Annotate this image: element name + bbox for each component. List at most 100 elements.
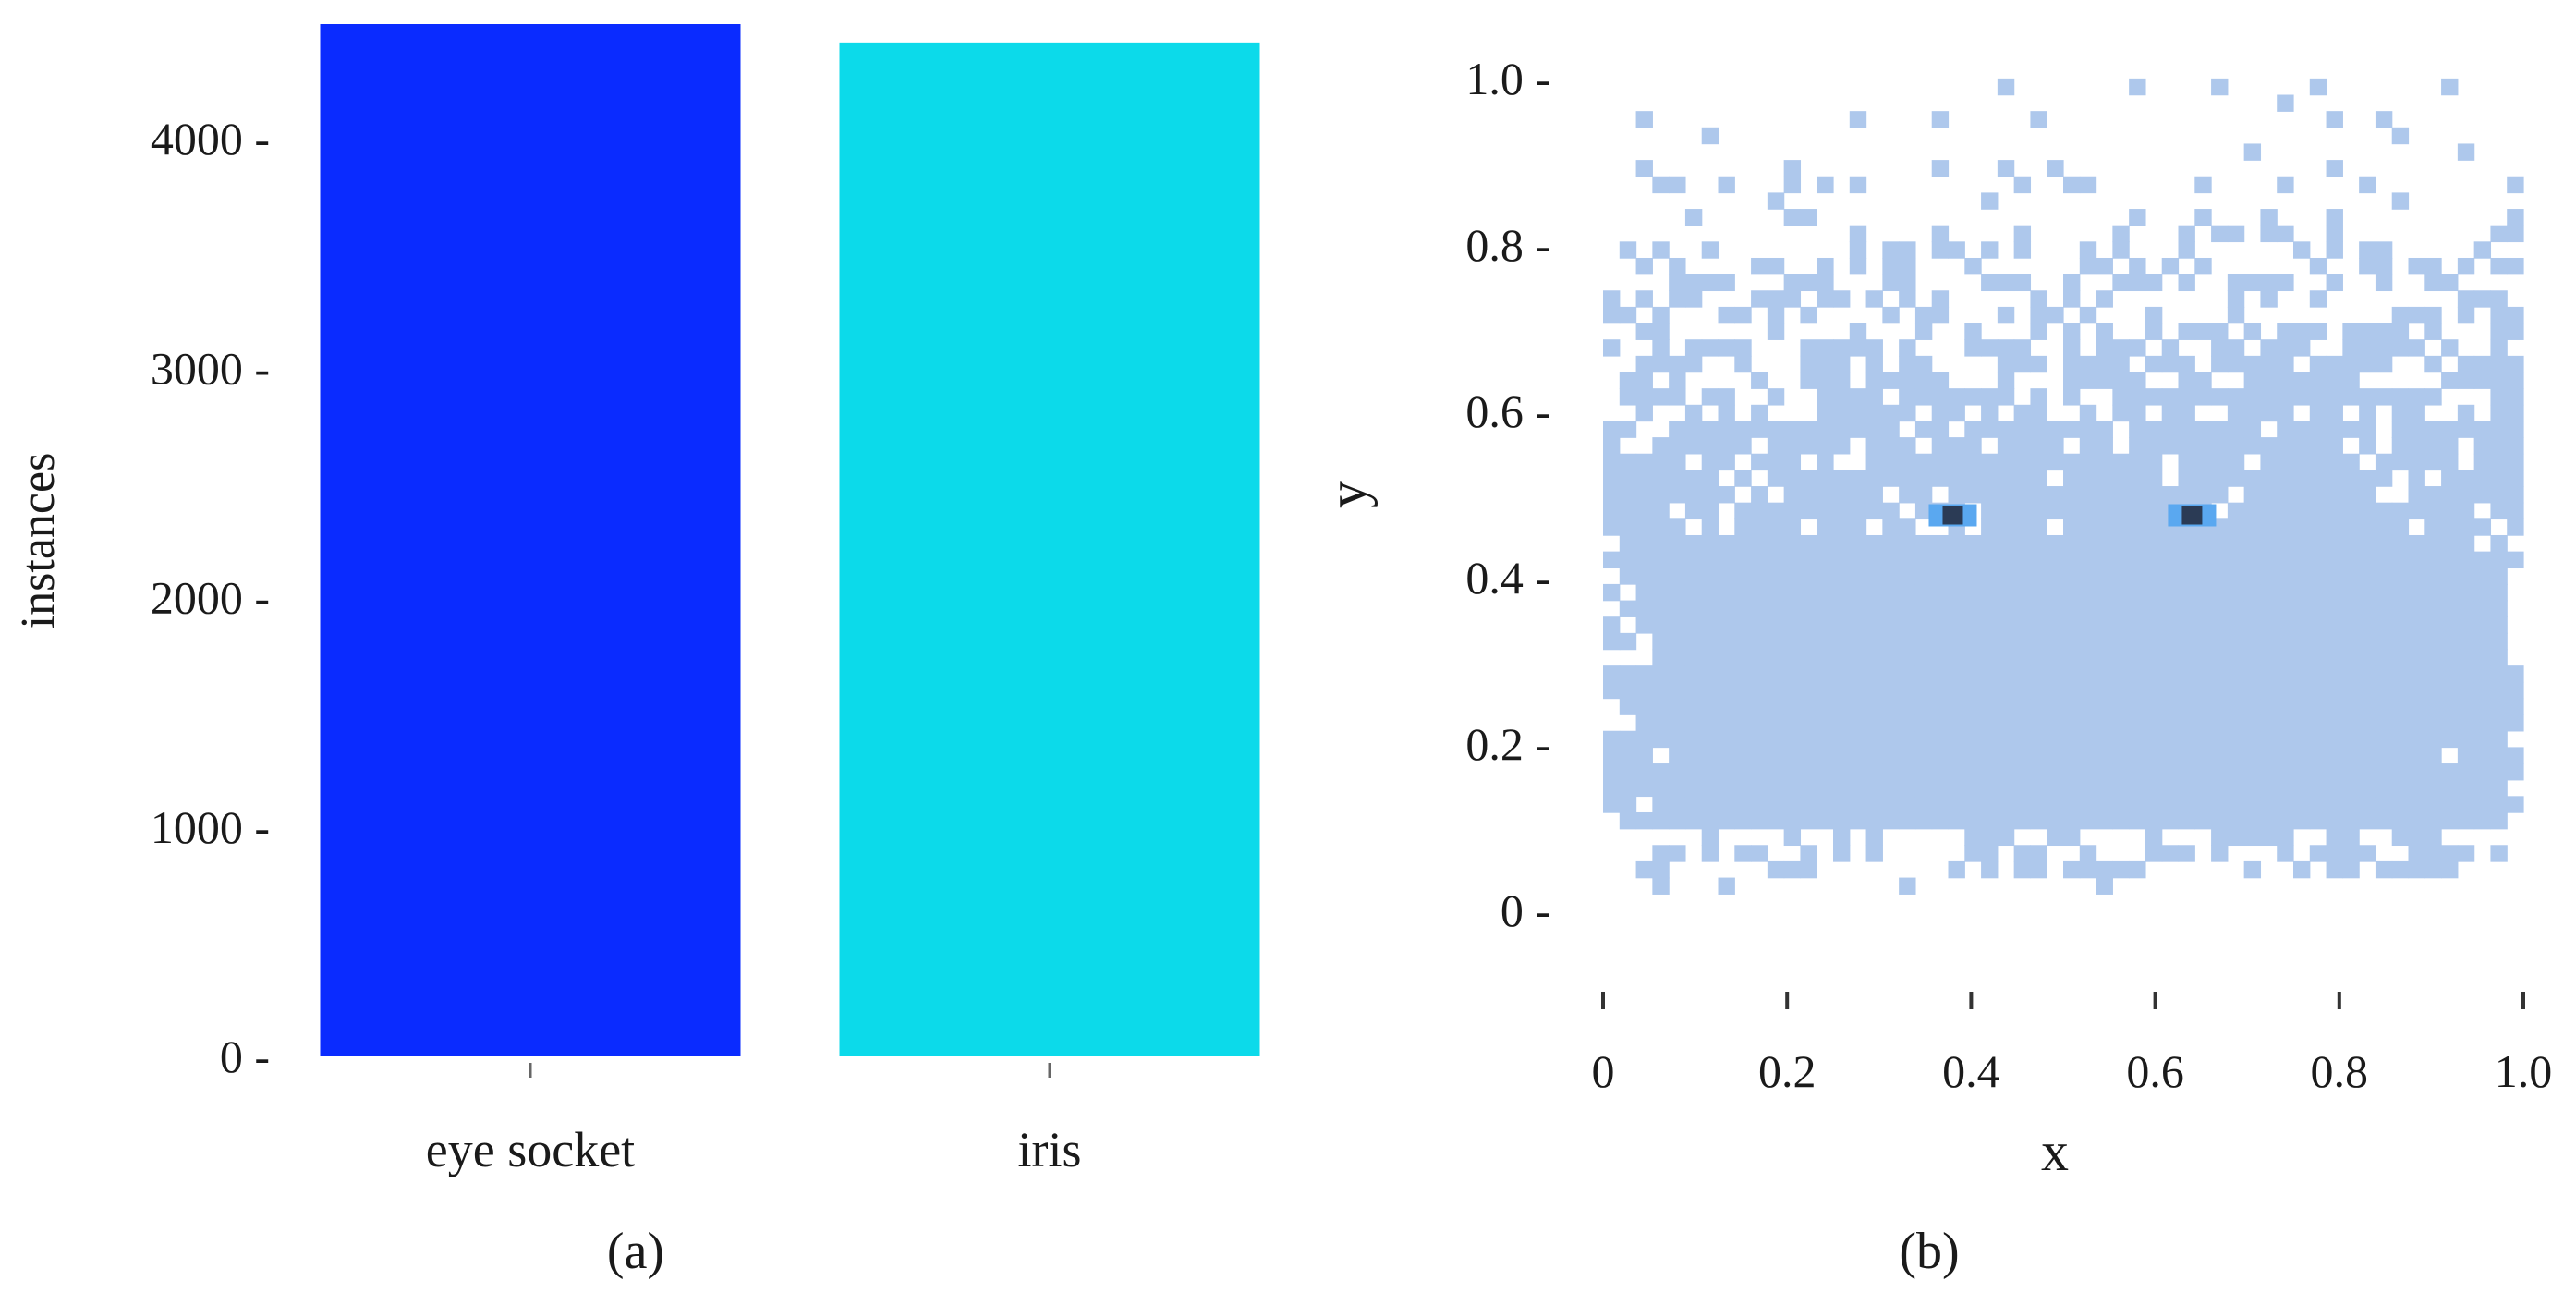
heatmap-cell xyxy=(2309,616,2327,634)
heatmap-cell xyxy=(1833,714,1851,732)
heatmap-cell xyxy=(2194,257,2212,275)
heatmap-cell xyxy=(1718,176,1735,194)
heatmap-cell xyxy=(1669,437,1686,455)
heatmap-cell xyxy=(1701,551,1719,569)
heatmap-cell xyxy=(1997,355,2015,373)
heatmap-cell xyxy=(1817,421,1834,438)
heatmap-cell xyxy=(2326,600,2343,617)
heatmap-cell xyxy=(1931,290,1950,308)
heatmap-cell xyxy=(2211,779,2229,798)
heatmap-cell xyxy=(2063,665,2081,683)
heatmap-cell xyxy=(1914,747,1933,764)
heatmap-cell xyxy=(1914,600,1933,617)
heatmap-cell xyxy=(2473,632,2492,651)
heatmap-cell xyxy=(2096,681,2113,700)
heatmap-cell xyxy=(1964,714,1982,732)
heatmap-cell xyxy=(2079,714,2097,732)
heatmap-cell xyxy=(2408,811,2425,830)
heatmap-cell xyxy=(1652,698,1670,715)
heatmap-cell xyxy=(2145,388,2163,406)
heatmap-cell xyxy=(2227,388,2245,406)
heatmap-cell xyxy=(1981,860,1999,879)
heatmap-cell xyxy=(2424,616,2442,634)
heatmap-cell xyxy=(1684,421,1703,438)
heatmap-cell xyxy=(1817,779,1834,798)
heatmap-cell xyxy=(1997,372,2015,389)
heatmap-cell xyxy=(2079,583,2097,602)
heatmap-cell xyxy=(2260,470,2278,487)
heatmap-cell xyxy=(2129,518,2146,536)
heatmap-cell xyxy=(1603,583,1621,602)
heatmap-cell xyxy=(2507,372,2524,389)
heatmap-cell xyxy=(1783,730,1802,749)
heatmap-cell xyxy=(2473,600,2492,617)
heatmap-cell xyxy=(2260,600,2278,617)
heatmap-cell xyxy=(2490,845,2508,862)
heatmap-cell xyxy=(2112,486,2130,504)
heatmap-cell xyxy=(2211,616,2229,634)
heatmap-cell xyxy=(2359,698,2376,715)
heatmap-cell xyxy=(1931,616,1950,634)
heatmap-cell xyxy=(2129,747,2146,764)
heatmap-cell xyxy=(1833,698,1851,715)
heatmap-cell xyxy=(2408,665,2425,683)
heatmap-cell xyxy=(1964,665,1982,683)
heatmap-cell xyxy=(2391,616,2410,634)
heatmap-cell xyxy=(2063,323,2081,340)
heatmap-cell xyxy=(2079,811,2097,830)
heatmap-cell xyxy=(1931,372,1950,389)
heatmap-cell xyxy=(1619,811,1637,830)
heatmap-cell xyxy=(1899,372,1916,389)
heatmap-cell xyxy=(2326,747,2343,764)
heatmap-cell xyxy=(2047,779,2064,798)
heatmap-cell xyxy=(1718,649,1735,666)
heatmap-cell xyxy=(2227,600,2245,617)
heatmap-cell xyxy=(1899,616,1916,634)
heatmap-cell xyxy=(1652,355,1670,373)
heatmap-cell xyxy=(2260,632,2278,651)
heatmap-cell xyxy=(2030,486,2047,504)
heatmap-cell xyxy=(1783,860,1802,879)
heatmap-cell xyxy=(1817,437,1834,455)
heatmap-cell xyxy=(1800,437,1817,455)
heatmap-cell xyxy=(1931,583,1950,602)
heatmap-cell xyxy=(1635,763,1653,781)
heatmap-cell xyxy=(1817,583,1834,602)
heatmap-cell xyxy=(1882,257,1900,275)
heatmap-cell xyxy=(2342,747,2360,764)
heatmap-cell xyxy=(2112,567,2130,585)
heatmap-cell xyxy=(1981,192,1999,210)
heatmap-cell xyxy=(1865,339,1883,357)
heatmap-cell xyxy=(1751,567,1768,585)
heatmap-cell xyxy=(2441,372,2459,389)
heatmap-cell xyxy=(1865,811,1883,830)
heatmap-cell xyxy=(2457,714,2475,732)
heatmap-cell xyxy=(1669,567,1686,585)
heatmap-cell xyxy=(2391,665,2410,683)
heatmap-cell xyxy=(2473,241,2492,259)
heatmap-cell xyxy=(1718,665,1735,683)
heatmap-cell xyxy=(2490,714,2508,732)
heatmap-cell xyxy=(2277,518,2294,536)
heatmap-cell xyxy=(1817,355,1834,373)
heatmap-cell xyxy=(2047,649,2064,666)
heatmap-cell xyxy=(2030,796,2047,813)
heatmap-cell xyxy=(2309,290,2327,308)
heatmap-cell xyxy=(2359,763,2376,781)
heatmap-cell xyxy=(1865,404,1883,422)
heatmap-cell xyxy=(2112,502,2130,520)
heatmap-cell xyxy=(1635,616,1653,634)
heatmap-cell xyxy=(1684,274,1703,292)
heatmap-cell xyxy=(1800,339,1817,357)
heatmap-cell xyxy=(2359,241,2376,259)
heatmap-cell xyxy=(2194,730,2212,749)
heatmap-cell xyxy=(2441,437,2459,455)
heatmap-cell xyxy=(1783,779,1802,798)
heatmap-cell xyxy=(2326,486,2343,504)
heatmap-cell xyxy=(2161,583,2180,602)
heatmap-cell xyxy=(2375,730,2393,749)
heatmap-cell xyxy=(1767,698,1785,715)
heatmap-cell xyxy=(1751,779,1768,798)
heatmap-cell xyxy=(1981,339,1999,357)
heatmap-cell xyxy=(1619,486,1637,504)
